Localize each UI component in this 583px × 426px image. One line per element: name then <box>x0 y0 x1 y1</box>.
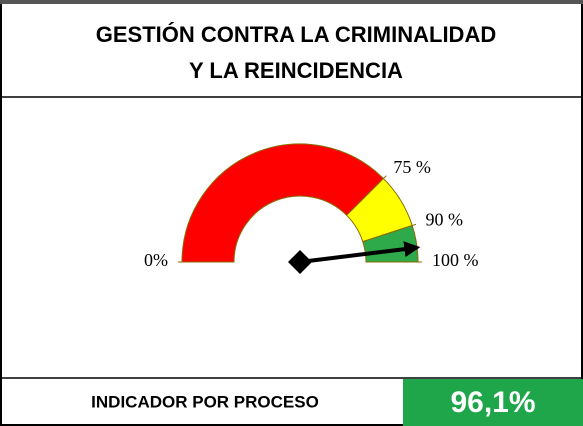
title-line: Y LA REINCIDENCIA <box>189 58 403 83</box>
tick-label: 90 % <box>426 209 464 229</box>
tick-label: 0% <box>144 250 168 270</box>
title-line: GESTIÓN CONTRA LA CRIMINALIDAD <box>96 22 496 47</box>
tick-mark <box>412 223 417 227</box>
tick-label: 75 % <box>393 157 431 177</box>
tick-label: 100 % <box>432 250 479 270</box>
tick-mark <box>383 175 387 179</box>
value-box <box>403 379 583 426</box>
gauge-band <box>181 143 385 263</box>
needle <box>299 241 421 264</box>
value-label: 96,1% <box>450 386 535 419</box>
needle-hub <box>288 250 312 274</box>
footer-label: INDICADOR POR PROCESO <box>91 392 319 411</box>
